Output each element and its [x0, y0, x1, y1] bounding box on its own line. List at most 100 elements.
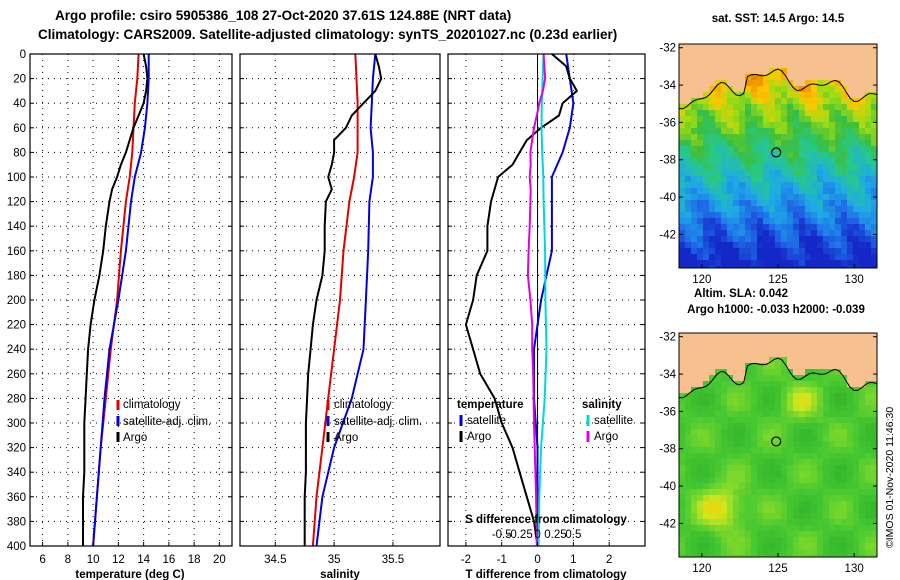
map-cell	[781, 212, 788, 219]
map-cell	[733, 489, 740, 496]
map-cell	[841, 543, 848, 550]
map-cell	[757, 519, 764, 526]
map-cell	[721, 242, 728, 249]
map-cell	[751, 501, 758, 508]
map-cell	[871, 260, 877, 267]
map-cell	[733, 435, 740, 442]
map-cell	[799, 44, 806, 51]
map-cell	[841, 429, 848, 436]
map-cell	[853, 531, 860, 538]
map-cell	[793, 74, 800, 81]
map-cell	[811, 363, 818, 370]
map-cell	[769, 176, 776, 183]
map-cell	[859, 86, 866, 93]
map-cell	[787, 483, 794, 490]
map-cell	[763, 50, 770, 57]
y-tick-label: 380	[7, 516, 26, 528]
map-cell	[871, 200, 877, 207]
map-cell	[865, 459, 872, 466]
map-cell	[853, 537, 860, 544]
map-cell	[823, 56, 830, 63]
map-cell	[697, 248, 704, 255]
map-cell	[757, 62, 764, 69]
map-cell	[739, 399, 746, 406]
map-cell	[787, 375, 794, 382]
map-cell	[805, 116, 812, 123]
map-cell	[685, 62, 692, 69]
map-cell	[745, 236, 752, 243]
map-cell	[865, 537, 872, 544]
map-cell	[787, 242, 794, 249]
map-cell	[709, 86, 716, 93]
map-cell	[703, 435, 710, 442]
map-cell	[703, 417, 710, 424]
map-cell	[817, 345, 824, 352]
map-cell	[817, 248, 824, 255]
map-cell	[727, 369, 734, 376]
map-cell	[745, 459, 752, 466]
map-cell	[685, 200, 692, 207]
map-cell	[769, 555, 776, 557]
map-cell	[841, 200, 848, 207]
map-cell	[859, 218, 866, 225]
map-cell	[787, 393, 794, 400]
map-cell	[763, 537, 770, 544]
map-cell	[805, 339, 812, 346]
map-cell	[715, 218, 722, 225]
map-cell	[679, 423, 686, 430]
map-cell	[823, 465, 830, 472]
map-cell	[703, 447, 710, 454]
map-cell	[805, 555, 812, 557]
map-cell	[757, 501, 764, 508]
map-cell	[709, 182, 716, 189]
map-cell	[703, 399, 710, 406]
legend-label-satellite: satellite-adj. clim.	[334, 416, 422, 428]
map-cell	[679, 471, 686, 478]
map-cell	[835, 417, 842, 424]
map-cell	[865, 543, 872, 550]
map-cell	[817, 447, 824, 454]
map-cell	[715, 519, 722, 526]
map-cell	[715, 375, 722, 382]
map-cell	[769, 387, 776, 394]
map-cell	[691, 513, 698, 520]
map-cell	[871, 405, 877, 412]
map-cell	[817, 260, 824, 267]
map-cell	[685, 519, 692, 526]
map-cell	[817, 363, 824, 370]
x-tick-label: 18	[188, 554, 201, 566]
map-cell	[757, 351, 764, 358]
map-cell	[727, 116, 734, 123]
map-cell	[685, 236, 692, 243]
map-cell	[841, 68, 848, 75]
map-cell	[871, 471, 877, 478]
map-cell	[703, 339, 710, 346]
map-cell	[829, 495, 836, 502]
map-cell	[853, 411, 860, 418]
map-cell	[703, 194, 710, 201]
map-cell	[775, 104, 782, 111]
map-cell	[835, 411, 842, 418]
map-cell	[853, 447, 860, 454]
map-cell	[679, 387, 686, 394]
map-cell	[835, 44, 842, 51]
map-cell	[799, 471, 806, 478]
map-cell	[715, 465, 722, 472]
map-cell	[847, 50, 854, 57]
map-cell	[841, 236, 848, 243]
map-cell	[775, 218, 782, 225]
map-cell	[727, 158, 734, 165]
map-cell	[775, 86, 782, 93]
map-cell	[757, 122, 764, 129]
map-cell	[847, 92, 854, 99]
map-cell	[685, 483, 692, 490]
map-cell	[733, 459, 740, 466]
map-cell	[709, 62, 716, 69]
map-cell	[733, 495, 740, 502]
map-cell	[757, 447, 764, 454]
map-cell	[745, 393, 752, 400]
x-tick-label: -2	[461, 554, 471, 566]
map-cell	[763, 471, 770, 478]
map-cell	[841, 194, 848, 201]
map-cell	[709, 230, 716, 237]
